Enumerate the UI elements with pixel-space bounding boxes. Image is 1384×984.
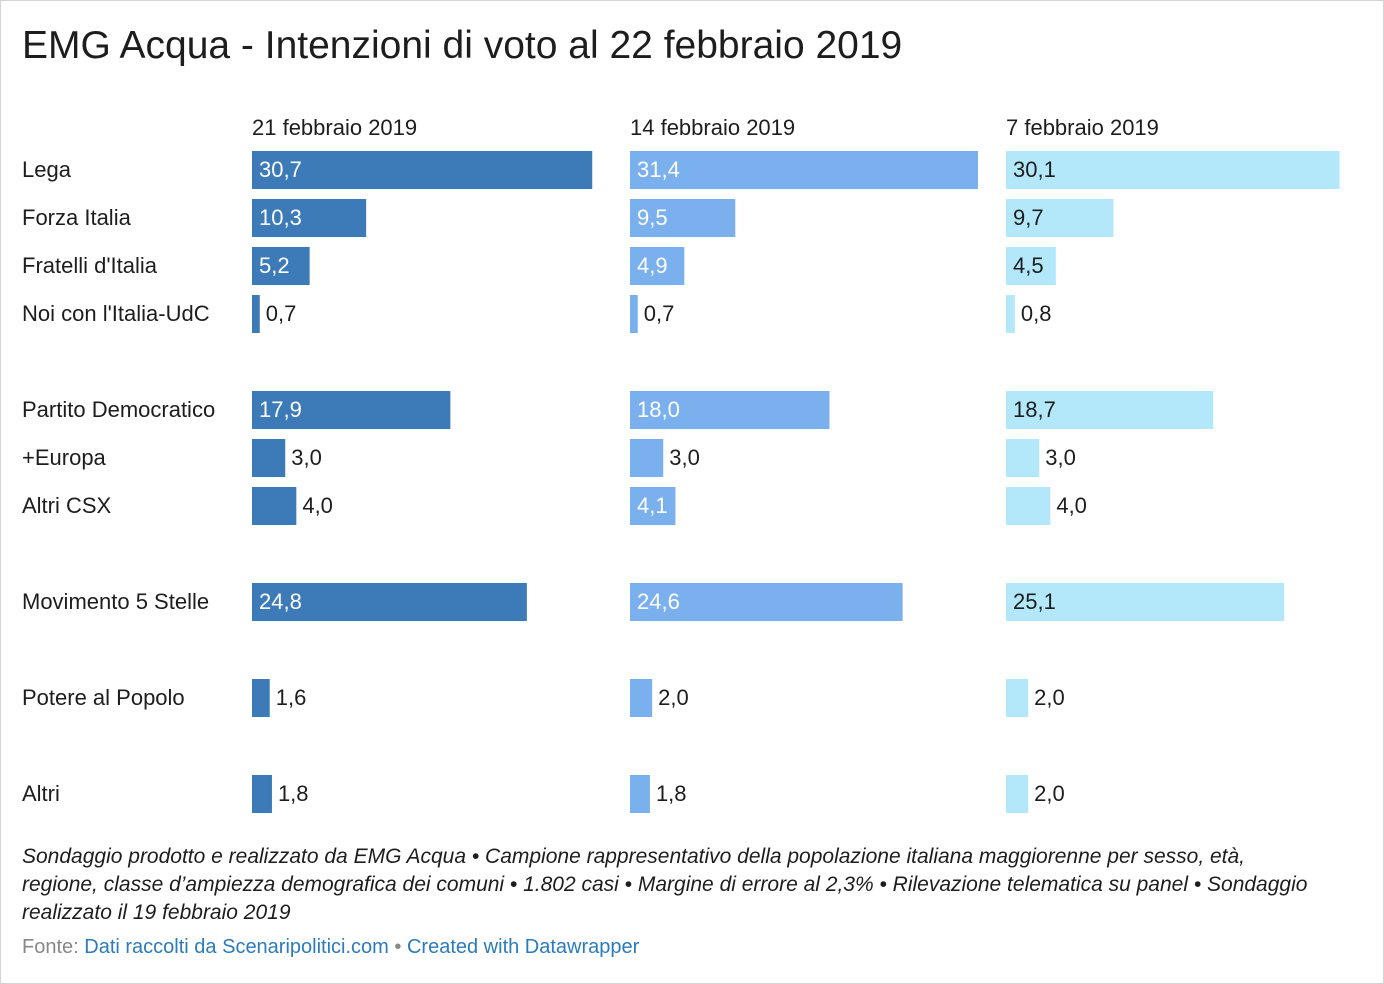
category-label: Lega — [22, 157, 72, 182]
data-label: 2,0 — [1034, 781, 1065, 806]
category-label: Altri CSX — [22, 493, 112, 518]
data-label: 30,7 — [259, 157, 302, 182]
bar — [1006, 247, 1056, 285]
bar — [1006, 151, 1340, 189]
bar — [252, 439, 286, 477]
category-label: Noi con l'Italia-UdC — [22, 301, 210, 326]
data-label: 18,7 — [1013, 397, 1056, 422]
category-label: Partito Democratico — [22, 397, 215, 422]
source-separator: • — [394, 936, 402, 958]
data-label: 3,0 — [291, 445, 322, 470]
chart-notes: Sondaggio prodotto e realizzato da EMG A… — [22, 845, 1308, 924]
bar — [630, 199, 736, 237]
bar — [1006, 487, 1051, 525]
bar — [630, 775, 650, 813]
bar — [1006, 391, 1214, 429]
data-label: 4,0 — [1056, 493, 1087, 518]
data-label: 3,0 — [1045, 445, 1076, 470]
data-label: 24,8 — [259, 589, 302, 614]
bar — [630, 151, 978, 189]
bar — [630, 487, 676, 525]
data-label: 2,0 — [658, 685, 689, 710]
bar — [1006, 439, 1040, 477]
series-header: 7 febbraio 2019 — [1006, 115, 1159, 140]
data-label: 2,0 — [1034, 685, 1065, 710]
data-label: 30,1 — [1013, 157, 1056, 182]
bar — [1006, 583, 1285, 621]
data-label: 4,9 — [637, 253, 668, 278]
data-label: 1,6 — [276, 685, 307, 710]
category-label: +Europa — [22, 445, 107, 470]
data-label: 9,5 — [637, 205, 668, 230]
bar — [630, 439, 664, 477]
data-label: 3,0 — [669, 445, 700, 470]
source-link[interactable]: Dati raccolti da Scenaripolitici.com — [84, 936, 389, 958]
series-header: 14 febbraio 2019 — [630, 115, 795, 140]
bar — [630, 391, 830, 429]
bar — [1006, 295, 1015, 333]
series-header: 21 febbraio 2019 — [252, 115, 417, 140]
data-label: 10,3 — [259, 205, 302, 230]
category-label: Altri — [22, 781, 60, 806]
data-label: 0,7 — [644, 301, 675, 326]
datawrapper-credit-link[interactable]: Created with Datawrapper — [406, 936, 640, 958]
bar — [252, 583, 527, 621]
data-label: 1,8 — [278, 781, 309, 806]
category-label: Fratelli d'Italia — [22, 253, 158, 278]
bar — [1006, 679, 1029, 717]
bar — [252, 679, 270, 717]
category-label: Movimento 5 Stelle — [22, 589, 209, 614]
source-prefix: Fonte: — [22, 936, 79, 958]
category-label: Potere al Popolo — [22, 685, 185, 710]
chart-title: EMG Acqua - Intenzioni di voto al 22 feb… — [22, 24, 903, 67]
bar — [1006, 775, 1029, 813]
bar — [630, 247, 685, 285]
bar — [252, 295, 260, 333]
data-label: 17,9 — [259, 397, 302, 422]
data-label: 24,6 — [637, 589, 680, 614]
bar — [252, 487, 297, 525]
bar — [630, 295, 638, 333]
bar — [252, 391, 451, 429]
bar — [1006, 199, 1114, 237]
data-label: 9,7 — [1013, 205, 1044, 230]
data-label: 1,8 — [656, 781, 687, 806]
bar — [252, 199, 367, 237]
data-label: 25,1 — [1013, 589, 1056, 614]
bar — [630, 583, 903, 621]
data-label: 4,0 — [302, 493, 333, 518]
category-label: Forza Italia — [22, 205, 132, 230]
data-label: 4,5 — [1013, 253, 1044, 278]
data-label: 18,0 — [637, 397, 680, 422]
bar — [252, 151, 593, 189]
bar — [630, 679, 653, 717]
source-line: Fonte: Dati raccolti da Scenaripolitici.… — [22, 936, 639, 959]
data-label: 4,1 — [637, 493, 668, 518]
bar — [252, 775, 272, 813]
data-label: 31,4 — [637, 157, 680, 182]
data-label: 0,7 — [266, 301, 297, 326]
bar — [252, 247, 310, 285]
data-label: 5,2 — [259, 253, 290, 278]
data-label: 0,8 — [1021, 301, 1052, 326]
